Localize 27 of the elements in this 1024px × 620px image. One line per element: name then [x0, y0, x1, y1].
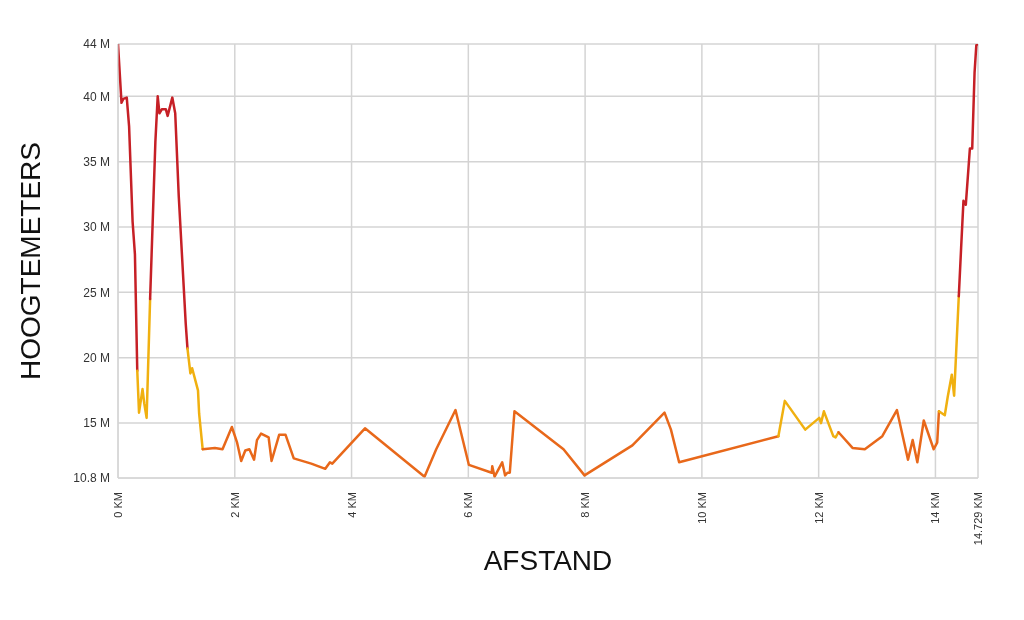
x-tick-label: 10 KM [695, 492, 708, 524]
x-tick-label: 6 KM [462, 492, 475, 518]
y-tick-label: 30 M [83, 220, 110, 235]
x-tick-label: 8 KM [579, 492, 592, 518]
y-tick-label: 44 M [83, 37, 110, 52]
x-tick-label: 12 KM [812, 492, 825, 524]
line-series [136, 297, 152, 420]
y-tick-label: 10.8 M [73, 471, 110, 486]
y-tick-label: 25 M [83, 285, 110, 300]
x-tick-label: 14.729 KM [972, 492, 984, 546]
line-series [837, 408, 941, 464]
line-series [201, 408, 780, 478]
x-tick-label: 0 KM [112, 492, 124, 518]
line-series [937, 295, 961, 417]
x-tick-label: 2 KM [228, 492, 241, 518]
y-axis-title: HOOGTEMETERS [14, 141, 46, 381]
x-tick-label: 4 KM [345, 492, 358, 518]
y-tick-label: 35 M [83, 154, 110, 169]
y-tick-label: 40 M [83, 89, 110, 104]
line-series [957, 44, 978, 298]
line-series [148, 95, 189, 350]
y-tick-label: 20 M [83, 350, 110, 365]
line-series [186, 347, 204, 451]
x-axis-title: AFSTAND [483, 545, 613, 576]
x-tick-label: 14 KM [929, 492, 942, 524]
y-tick-label: 15 M [83, 416, 110, 431]
line-series [777, 399, 840, 439]
